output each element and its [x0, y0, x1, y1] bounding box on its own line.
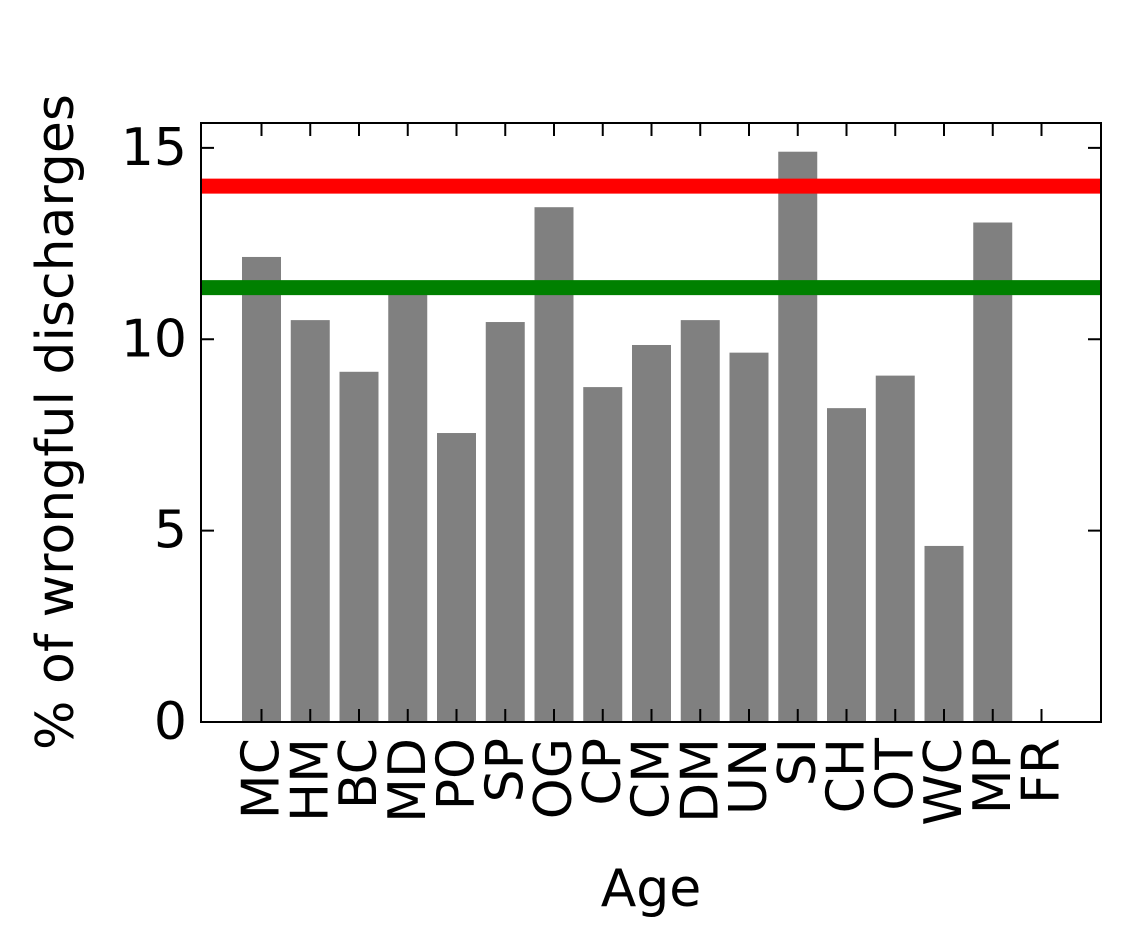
bar-mp — [973, 222, 1013, 722]
y-tick-label: 0 — [154, 692, 187, 752]
y-tick-labels: 0 5 10 15 — [121, 118, 187, 752]
y-tick-label: 5 — [154, 501, 187, 561]
x-tick-label: CH — [817, 738, 877, 813]
y-axis-label: % of wrongful discharges — [26, 94, 86, 750]
bar-sp — [485, 322, 525, 722]
bar-md — [388, 283, 428, 722]
bar-wc — [924, 545, 964, 722]
x-tick-label: MP — [963, 738, 1023, 814]
bar-ch — [827, 408, 866, 722]
plot-frame — [200, 122, 1102, 723]
x-tick-label: FR — [1012, 738, 1072, 804]
x-tick-label: CP — [573, 738, 633, 806]
bar-bc — [339, 371, 379, 722]
bar-ot — [875, 375, 915, 722]
x-axis-label: Age — [601, 859, 702, 919]
bar-cm — [632, 344, 671, 722]
x-tick-label: MD — [378, 738, 438, 823]
x-tick-label: UN — [719, 738, 779, 815]
x-tick-label: PO — [427, 738, 487, 810]
bar-cp — [583, 387, 623, 722]
x-tick-label: DM — [670, 738, 730, 823]
y-tick-label: 10 — [121, 309, 187, 369]
x-tick-label: OG — [524, 738, 584, 819]
reference-lines-layer — [201, 178, 1101, 296]
x-tick-label: SP — [475, 738, 535, 802]
bar-mc — [242, 256, 281, 722]
x-tick-label: WC — [914, 738, 974, 826]
x-tick-label: CM — [622, 738, 682, 819]
bar-dm — [680, 320, 720, 722]
x-tick-label: SI — [768, 738, 828, 786]
x-tick-label: OT — [865, 738, 925, 811]
y-tick-label: 15 — [121, 118, 187, 178]
x-tick-label: BC — [329, 738, 389, 809]
bar-hm — [290, 320, 330, 722]
bar-un — [729, 352, 769, 722]
bar-po — [437, 433, 476, 722]
x-tick-label: MC — [232, 738, 292, 819]
ticks-layer — [201, 123, 1101, 723]
bar-si — [778, 151, 818, 723]
bars-layer — [242, 151, 1013, 723]
x-tick-label: HM — [280, 738, 340, 822]
